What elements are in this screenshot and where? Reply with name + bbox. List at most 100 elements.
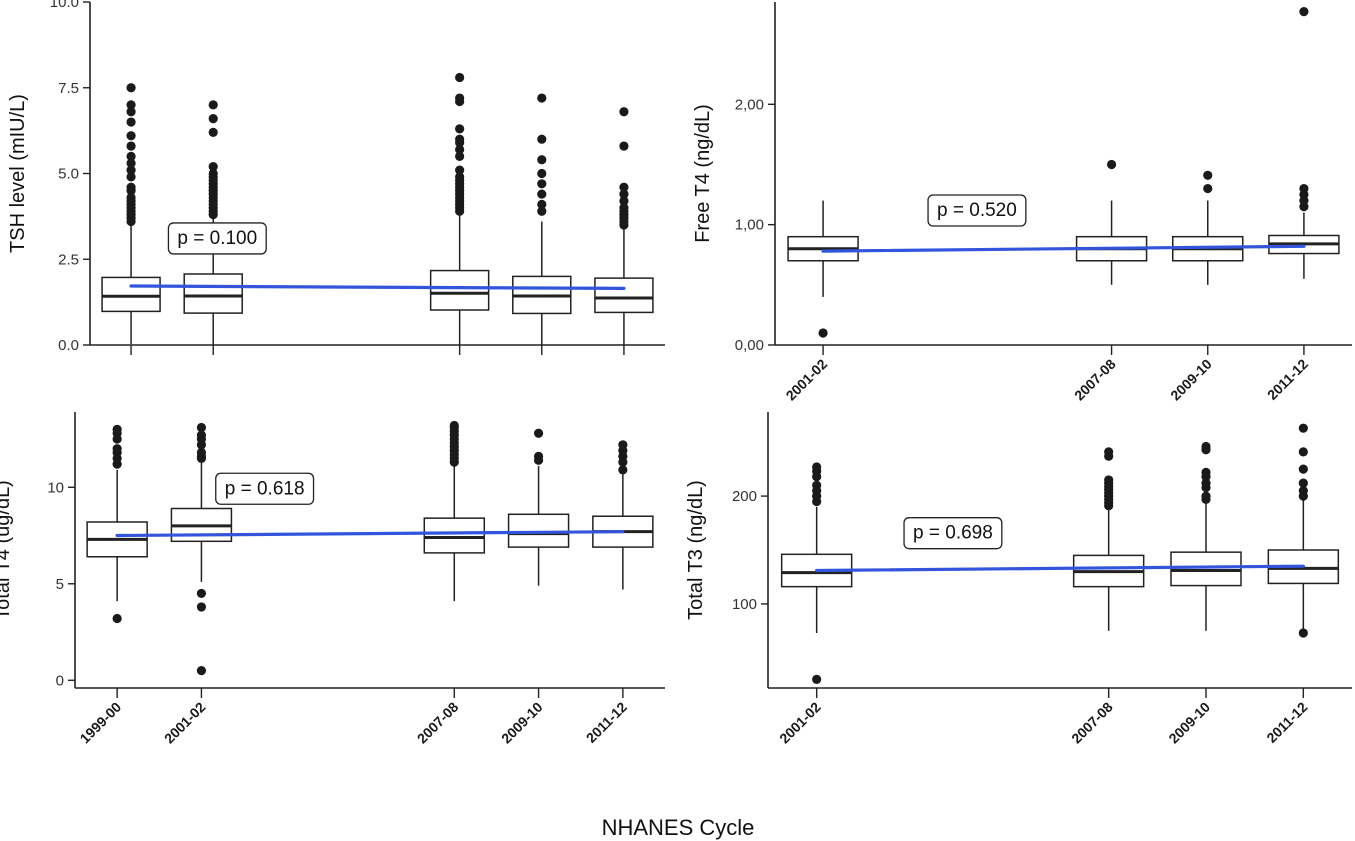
outlier-point: [619, 182, 629, 192]
x-tick-label: 2001-02: [783, 356, 831, 404]
outlier-point: [126, 107, 136, 117]
p-value-box: [215, 472, 315, 505]
outlier-point: [196, 447, 207, 458]
panel-tt3: 100 200 Total T3 (ng/dL) 2001-02 2007-08 2009…: [685, 412, 1352, 746]
y-tick-label: 7.5: [58, 80, 79, 97]
outlier-point: [537, 155, 547, 165]
outlier-point: [455, 172, 465, 182]
y-tick-label: 100: [732, 596, 757, 613]
outlier-point: [455, 144, 465, 155]
trend-line: [821, 244, 1306, 253]
outlier-point: [619, 189, 629, 199]
outlier-point: [537, 134, 547, 144]
outlier-point: [812, 674, 822, 684]
outlier-point: [1203, 183, 1213, 194]
outlier-point: [537, 199, 547, 209]
y-axis-title: Total T4 (ug/dL): [0, 480, 14, 620]
outlier-point: [455, 93, 465, 103]
outlier-point: [196, 602, 207, 612]
outlier-point: [112, 444, 122, 454]
outlier-point: [1104, 475, 1114, 485]
outlier-point: [112, 424, 122, 434]
outlier-point: [1201, 441, 1211, 452]
outlier-point: [1298, 464, 1308, 474]
x-tick-label: 2001-02: [776, 699, 824, 747]
outlier-point: [126, 192, 136, 203]
y-tick-label: 1,00: [735, 217, 764, 234]
outlier-point: [455, 165, 465, 175]
x-tick-label: 2011-12: [1263, 699, 1310, 746]
y-tick-label: 10: [47, 479, 64, 496]
outlier-point: [112, 613, 122, 624]
outlier-point: [812, 462, 822, 472]
outlier-point: [1298, 478, 1308, 488]
box-iqr: [423, 517, 486, 554]
trend-line: [129, 284, 626, 291]
panel-ft4: 0,00 1,00 2,00 Free T4 (ng/dL) 2001-02 2007-0…: [692, 2, 1352, 403]
box-1999-00: [101, 83, 161, 344]
outlier-point: [126, 83, 136, 93]
outlier-point: [1201, 491, 1211, 501]
outlier-point: [1203, 170, 1213, 180]
x-axis-title: NHANES Cycle: [602, 815, 755, 840]
outlier-point: [126, 117, 136, 127]
panel-tt4: 0 5 10 Total T4 (ug/dL) 1999-00 2001-02 2007-0…: [0, 412, 665, 746]
y-tick-label: 0: [56, 672, 64, 689]
p-value-box: [927, 194, 1027, 227]
y-axis-title: Total T3 (ng/dL): [685, 480, 707, 620]
outlier-point: [208, 114, 218, 124]
p-value-label: p = 0.100: [177, 228, 257, 249]
box-iqr: [101, 276, 161, 313]
outlier-point: [196, 666, 207, 676]
box-2007-08: [1072, 447, 1145, 631]
outlier-point: [455, 72, 465, 83]
box-2011-12: [1267, 423, 1340, 638]
x-tick-label: 2007-08: [414, 699, 462, 747]
box-2011-12: [592, 440, 654, 590]
outlier-point: [1299, 7, 1309, 17]
p-value-box: [903, 517, 1003, 550]
p-value-label: p = 0.618: [225, 478, 305, 499]
outlier-point: [455, 151, 465, 161]
p-value-label: p = 0.698: [913, 523, 993, 544]
outlier-point: [1298, 486, 1308, 496]
outlier-point: [818, 328, 828, 338]
outlier-point: [619, 141, 629, 151]
box-2011-12: [594, 107, 654, 345]
outlier-point: [812, 480, 822, 490]
outlier-point: [208, 168, 218, 179]
outlier-point: [1201, 478, 1211, 488]
box-2001-02: [787, 200, 859, 338]
x-tick-label: 2009-10: [498, 699, 546, 747]
x-tick-label: 2009-10: [1165, 699, 1213, 747]
p-value-label: p = 0.520: [937, 200, 1017, 221]
outlier-point: [126, 151, 136, 161]
outlier-point: [126, 100, 136, 110]
p-value-annotation: p = 0.100: [167, 222, 267, 255]
outlier-point: [126, 165, 136, 175]
p-value-annotation: p = 0.698: [903, 517, 1003, 550]
x-tick-label: 2009-10: [1167, 356, 1215, 404]
box-2007-08: [429, 72, 490, 345]
outlier-point: [196, 430, 207, 440]
box-2009-10: [1170, 441, 1242, 631]
p-value-box: [167, 222, 267, 255]
outlier-point: [619, 196, 629, 206]
box-2001-02: [183, 100, 243, 345]
box-iqr: [429, 269, 490, 311]
outlier-point: [537, 189, 547, 199]
box-2001-02: [780, 462, 853, 684]
outlier-point: [537, 168, 547, 179]
trend-line: [815, 564, 1305, 573]
outlier-point: [208, 127, 218, 137]
outlier-point: [126, 158, 136, 168]
outlier-point: [618, 465, 628, 475]
outlier-point: [208, 100, 218, 110]
outlier-point: [126, 172, 136, 182]
x-tick-label: 2011-12: [583, 699, 630, 746]
outlier-point: [537, 206, 547, 216]
box-iqr: [594, 277, 654, 314]
y-axis-title: Free T4 (ng/dL): [692, 104, 714, 243]
outlier-point: [1298, 447, 1308, 457]
